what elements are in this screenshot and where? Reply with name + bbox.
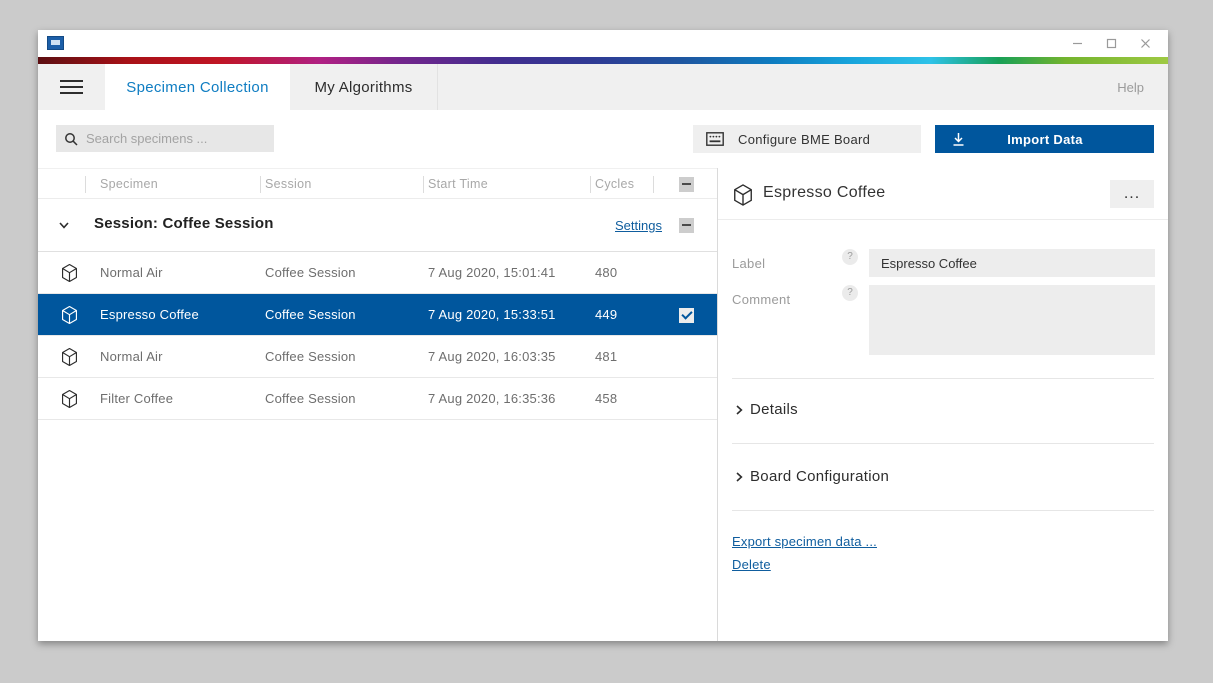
specimen-cube-icon	[61, 389, 77, 409]
cell-specimen: Espresso Coffee	[100, 307, 199, 322]
board-configuration-section-label: Board Configuration	[750, 468, 890, 485]
session-settings-link[interactable]: Settings	[615, 218, 662, 233]
column-divider	[260, 176, 261, 193]
detail-panel-header: Espresso Coffee ...	[718, 168, 1168, 220]
session-select-checkbox[interactable]	[679, 218, 694, 233]
label-field-label: Label	[732, 256, 766, 271]
label-help-icon[interactable]: ?	[842, 249, 858, 265]
search-icon	[65, 132, 78, 146]
table-header: Specimen Session Start Time Cycles	[38, 168, 717, 199]
table-row[interactable]: Normal Air Coffee Session 7 Aug 2020, 15…	[38, 252, 717, 294]
tab-bar: Specimen Collection My Algorithms Help	[38, 64, 1168, 110]
cell-cycles: 449	[595, 307, 618, 322]
comment-field-label: Comment	[732, 292, 791, 307]
titlebar	[38, 30, 1168, 57]
cell-cycles: 480	[595, 265, 618, 280]
import-data-label: Import Data	[1007, 131, 1083, 147]
cell-session: Coffee Session	[265, 307, 356, 322]
minimize-button[interactable]	[1060, 30, 1094, 57]
cell-start-time: 7 Aug 2020, 15:01:41	[428, 265, 556, 280]
divider	[732, 378, 1154, 379]
cell-start-time: 7 Aug 2020, 16:03:35	[428, 349, 556, 364]
search-box[interactable]	[56, 125, 274, 152]
maximize-icon	[1106, 38, 1116, 49]
window-controls	[1060, 30, 1162, 57]
board-configuration-section-toggle[interactable]: Board Configuration	[718, 461, 1168, 495]
column-header-specimen[interactable]: Specimen	[100, 177, 158, 191]
export-specimen-data-link[interactable]: Export specimen data ...	[732, 534, 877, 549]
cell-start-time: 7 Aug 2020, 16:35:36	[428, 391, 556, 406]
download-icon	[953, 132, 964, 146]
specimen-cube-icon	[734, 184, 752, 206]
app-window: Specimen Collection My Algorithms Help C…	[38, 30, 1168, 641]
board-icon	[706, 132, 724, 146]
detail-panel-title: Espresso Coffee	[763, 184, 886, 201]
divider	[732, 443, 1154, 444]
search-input[interactable]	[86, 131, 266, 146]
cell-cycles: 481	[595, 349, 618, 364]
close-icon	[1140, 39, 1150, 48]
delete-link[interactable]: Delete	[732, 557, 771, 572]
divider	[732, 510, 1154, 511]
specimen-cube-icon	[61, 347, 77, 367]
column-header-cycles[interactable]: Cycles	[595, 177, 635, 191]
tab-label: Specimen Collection	[126, 78, 269, 96]
cell-session: Coffee Session	[265, 349, 356, 364]
specimen-table: Specimen Session Start Time Cycles Sessi…	[38, 168, 717, 641]
cell-cycles: 458	[595, 391, 618, 406]
label-field-input[interactable]	[869, 249, 1155, 277]
chevron-right-icon	[736, 405, 743, 415]
table-row[interactable]: Filter Coffee Coffee Session 7 Aug 2020,…	[38, 378, 717, 420]
help-link[interactable]: Help	[1117, 79, 1144, 95]
chevron-right-icon	[736, 472, 743, 482]
app-icon	[47, 36, 64, 50]
specimen-cube-icon	[61, 263, 77, 283]
detail-panel: Espresso Coffee ... Label ? Comment ? De…	[718, 168, 1168, 641]
column-divider	[653, 176, 654, 193]
pane-divider	[717, 168, 718, 641]
close-button[interactable]	[1128, 30, 1162, 57]
chevron-down-icon	[59, 222, 69, 229]
details-section-toggle[interactable]: Details	[718, 394, 1168, 428]
comment-field-textarea[interactable]	[869, 285, 1155, 355]
cell-session: Coffee Session	[265, 391, 356, 406]
column-divider	[423, 176, 424, 193]
more-actions-button[interactable]: ...	[1110, 180, 1154, 208]
select-all-checkbox[interactable]	[679, 177, 694, 192]
tab-specimen-collection[interactable]: Specimen Collection	[105, 64, 290, 110]
configure-bme-board-label: Configure BME Board	[738, 131, 871, 147]
comment-help-icon[interactable]: ?	[842, 285, 858, 301]
minimize-icon	[1072, 42, 1082, 45]
column-divider	[85, 176, 86, 193]
session-group-title: Session: Coffee Session	[94, 215, 274, 232]
maximize-button[interactable]	[1094, 30, 1128, 57]
table-row[interactable]: Normal Air Coffee Session 7 Aug 2020, 16…	[38, 336, 717, 378]
column-header-starttime[interactable]: Start Time	[428, 177, 488, 191]
column-divider	[590, 176, 591, 193]
table-row-selected[interactable]: Espresso Coffee Coffee Session 7 Aug 202…	[38, 294, 717, 336]
details-section-label: Details	[750, 401, 798, 418]
session-group-header[interactable]: Session: Coffee Session Settings	[38, 199, 717, 252]
cell-specimen: Filter Coffee	[100, 391, 174, 406]
import-data-button[interactable]: Import Data	[935, 125, 1154, 153]
cell-start-time: 7 Aug 2020, 15:33:51	[428, 307, 556, 322]
specimen-cube-icon	[61, 305, 77, 325]
hamburger-icon	[60, 76, 83, 98]
cell-session: Coffee Session	[265, 265, 356, 280]
cell-specimen: Normal Air	[100, 349, 163, 364]
hamburger-menu-button[interactable]	[38, 64, 105, 110]
toolbar: Configure BME Board Import Data	[38, 110, 1168, 168]
brand-color-strip	[38, 57, 1168, 64]
cell-specimen: Normal Air	[100, 265, 163, 280]
row-checkbox-checked[interactable]	[679, 308, 694, 323]
configure-bme-board-button[interactable]: Configure BME Board	[693, 125, 921, 153]
tab-my-algorithms[interactable]: My Algorithms	[290, 64, 438, 110]
column-header-session[interactable]: Session	[265, 177, 312, 191]
tab-label: My Algorithms	[314, 78, 413, 96]
